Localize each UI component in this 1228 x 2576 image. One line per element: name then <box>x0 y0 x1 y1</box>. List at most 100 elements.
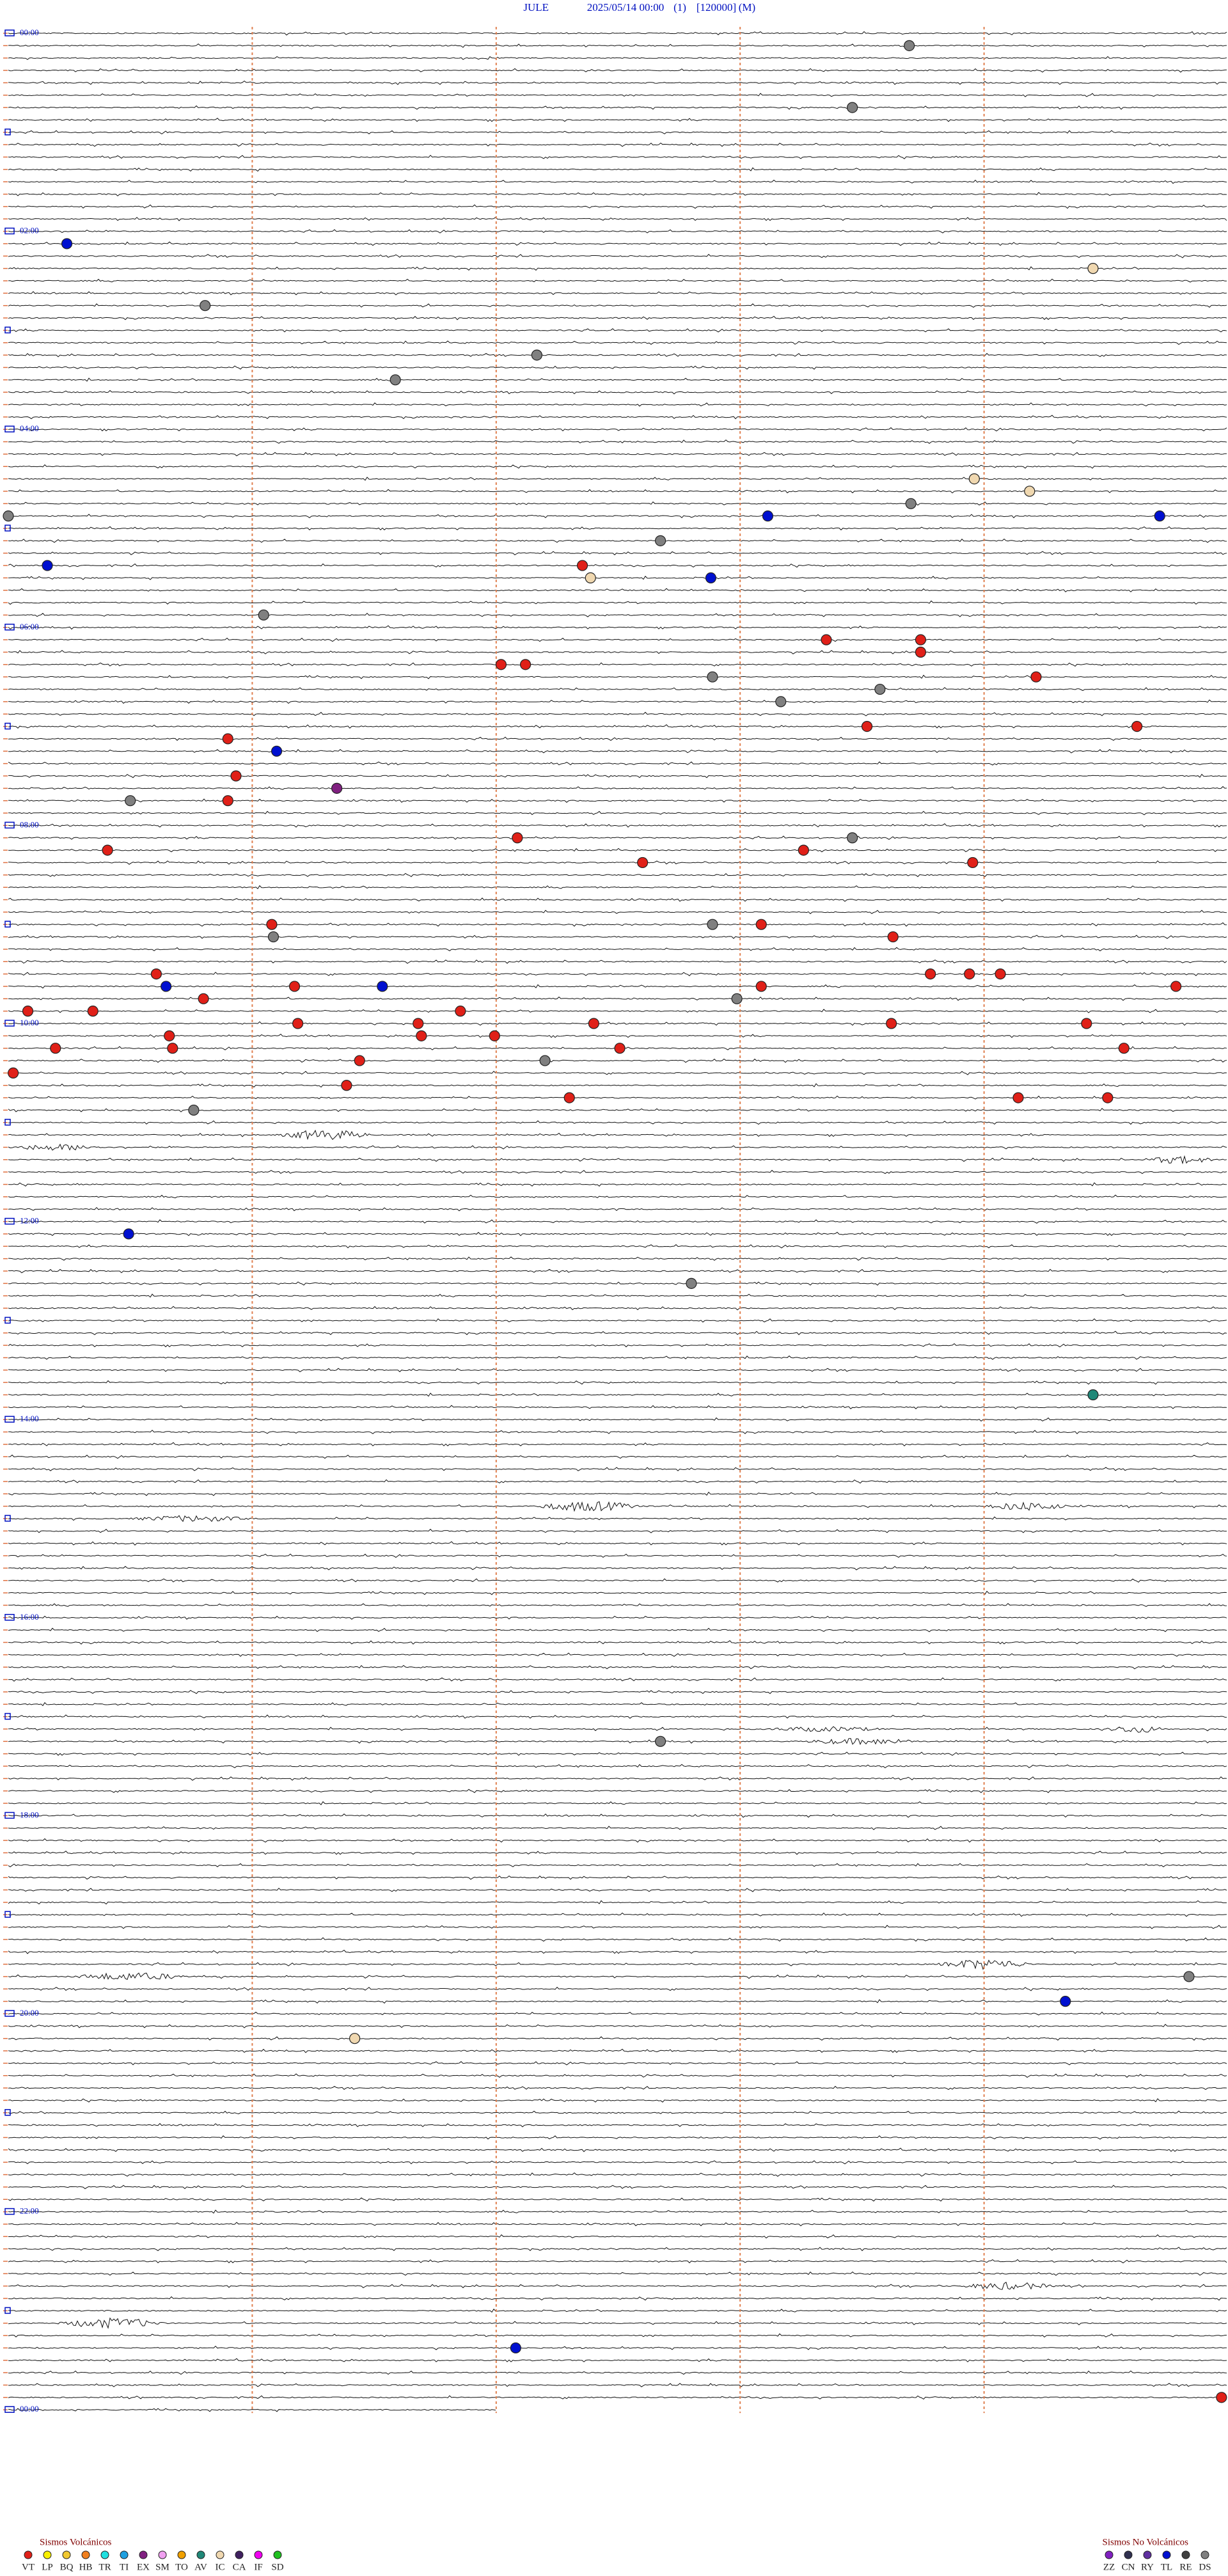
event-marker <box>390 374 401 386</box>
event-marker <box>1170 981 1182 992</box>
trace <box>8 514 1227 519</box>
trace <box>8 625 1227 630</box>
trace <box>8 1107 1227 1112</box>
trace <box>8 2345 1227 2350</box>
trace <box>8 1937 1227 1942</box>
event-marker <box>42 560 53 571</box>
trace <box>8 575 1227 580</box>
legend-code: TI <box>120 2562 129 2572</box>
event-marker <box>531 349 542 361</box>
trace <box>8 1268 1227 1274</box>
trace <box>8 2271 1227 2276</box>
trace <box>8 1738 1227 1745</box>
event-marker <box>1024 486 1035 497</box>
event-marker <box>968 473 980 485</box>
hour-marker <box>4 2109 11 2116</box>
trace <box>8 192 1227 196</box>
trace <box>8 2395 1227 2400</box>
event-marker <box>102 844 113 856</box>
trace <box>8 1206 1227 1212</box>
event-marker <box>755 919 767 930</box>
trace <box>8 1143 1227 1151</box>
hour-marker <box>4 29 15 36</box>
channel: (1) <box>673 1 686 13</box>
trace <box>8 68 1227 73</box>
trace <box>8 1281 1227 1286</box>
trace <box>8 1491 1227 1496</box>
trace <box>8 2209 1227 2214</box>
trace <box>8 1714 1227 1719</box>
trace <box>8 1888 1227 1892</box>
event-marker <box>87 1006 98 1017</box>
event-marker <box>585 572 596 584</box>
event-marker <box>904 40 915 51</box>
legend-title: Sismos Volcánicos <box>40 2537 112 2547</box>
trace <box>8 687 1227 691</box>
trace <box>8 960 1227 964</box>
trace <box>8 229 1227 233</box>
trace <box>8 1702 1227 1707</box>
trace <box>8 105 1227 110</box>
trace <box>8 1442 1227 1446</box>
trace <box>8 600 1227 605</box>
trace <box>8 1949 1227 1954</box>
legend-code: TR <box>98 2562 111 2572</box>
trace <box>8 1627 1227 1632</box>
hour-marker <box>4 1614 15 1621</box>
trace <box>8 2234 1227 2239</box>
trace <box>8 1331 1227 1336</box>
trace <box>8 848 1227 853</box>
trace <box>8 167 1227 172</box>
trace <box>8 996 1227 1001</box>
event-marker <box>495 659 507 670</box>
trace <box>8 2296 1227 2301</box>
event-marker <box>377 981 388 992</box>
trace <box>8 1553 1227 1558</box>
trace <box>8 551 1227 556</box>
legend-swatch <box>139 2550 148 2559</box>
trace <box>8 650 1227 654</box>
trace <box>8 1664 1227 1670</box>
event-marker <box>349 2033 361 2044</box>
trace <box>8 885 1227 890</box>
trace <box>8 1380 1227 1385</box>
legend-swatch <box>177 2550 186 2559</box>
trace <box>8 860 1227 865</box>
hour-marker <box>4 1911 11 1918</box>
legend-swatch <box>254 2550 263 2559</box>
trace <box>8 1070 1227 1075</box>
trace <box>8 365 1227 370</box>
trace <box>8 1541 1227 1546</box>
event-marker <box>847 832 858 844</box>
trace <box>8 563 1227 568</box>
event-marker <box>271 745 283 757</box>
trace <box>8 2247 1227 2252</box>
legend-code: RY <box>1141 2562 1154 2572</box>
trace <box>8 1293 1227 1298</box>
event-marker <box>539 1055 551 1066</box>
event-marker <box>354 1055 365 1066</box>
event-marker <box>614 1043 626 1054</box>
trace <box>8 588 1227 592</box>
legend-code: BQ <box>60 2562 74 2572</box>
trace <box>8 328 1227 333</box>
hour-marker <box>4 425 15 432</box>
header: JULE 2025/05/14 00:00 (1) [120000] (M) <box>523 1 755 13</box>
trace <box>8 377 1227 382</box>
hour-label: 20:00 <box>20 2008 39 2018</box>
event-marker <box>8 1067 19 1079</box>
trace <box>8 303 1227 308</box>
trace <box>8 427 1227 432</box>
event-marker <box>874 683 886 695</box>
trace <box>8 1999 1227 2004</box>
scale: [120000] <box>697 1 736 13</box>
event-marker <box>915 634 927 645</box>
event-marker <box>686 1277 697 1289</box>
datetime: 2025/05/14 00:00 <box>587 1 664 13</box>
legend-swatch <box>100 2550 109 2559</box>
trace <box>8 984 1227 989</box>
trace <box>8 1689 1227 1695</box>
trace <box>8 464 1227 469</box>
trace <box>8 1789 1227 1794</box>
trace <box>8 2317 1227 2329</box>
